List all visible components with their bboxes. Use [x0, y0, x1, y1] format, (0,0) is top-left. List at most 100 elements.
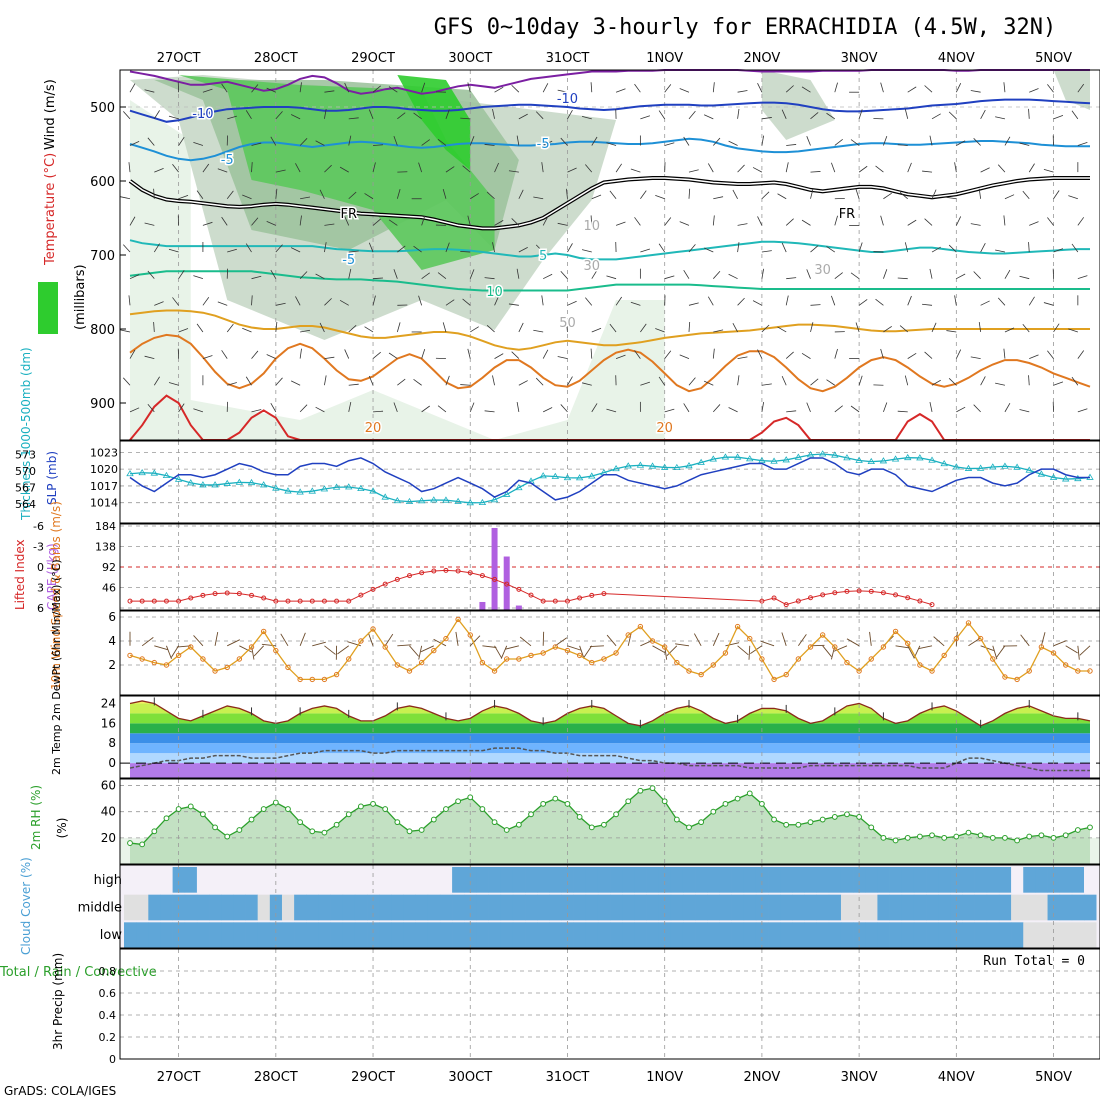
cloud-cell [1071, 922, 1085, 948]
lifted-index-marker [540, 598, 546, 604]
wind-barb [855, 189, 860, 199]
thickness-marker [284, 487, 292, 494]
thickness-marker [806, 451, 815, 458]
wind-speed-marker [759, 656, 765, 662]
wind-barb [850, 405, 860, 413]
contour-label: -10 [192, 107, 213, 122]
wind-speed-marker [661, 644, 668, 650]
wind-barb [566, 321, 568, 333]
cloud-cell [622, 922, 635, 948]
thickness-marker [478, 498, 487, 506]
lifted-index-marker [224, 590, 230, 596]
wind-speed-marker [455, 616, 461, 623]
wind-barb [786, 410, 797, 413]
cloud-cell [670, 867, 684, 893]
precip-ylabel: 3hr Precip (mm) [51, 953, 65, 1050]
wind-barb [1053, 381, 1064, 386]
wind-speed-marker [844, 659, 850, 666]
wind-barb-10m [748, 645, 751, 660]
wind-barb [858, 109, 863, 119]
rh-marker [989, 834, 996, 841]
cloud-cell [1071, 867, 1085, 893]
wind-barb [732, 189, 738, 199]
wind-barb-10m [797, 634, 807, 647]
wind-barb [826, 246, 836, 253]
lifted-index-marker [334, 598, 340, 604]
cloud-cell [913, 867, 927, 893]
wind-barb [883, 326, 892, 333]
thickness-marker [770, 457, 778, 464]
thickness-marker [442, 496, 450, 503]
wind-barb [634, 83, 641, 93]
wind-ylabel: Wind (m/s) [43, 79, 58, 150]
thickness-marker [891, 455, 900, 462]
wind-barb [469, 136, 475, 146]
cloud-cell [682, 894, 696, 921]
thickness-marker [466, 499, 474, 506]
slp-tick-label: 1017 [90, 480, 118, 493]
wind-barb [1028, 296, 1035, 306]
rh-marker [783, 821, 790, 828]
wind-barb [897, 277, 908, 280]
wind-barb [542, 349, 549, 359]
wind-barb [757, 83, 763, 93]
cloud-cell [853, 922, 866, 948]
wind-barb [275, 377, 283, 386]
wind-barb-10m [589, 645, 604, 647]
wind-barb [810, 112, 819, 120]
cloud-cell [1035, 894, 1048, 921]
cloud-cell [488, 867, 502, 893]
rh-marker [637, 787, 644, 794]
lifted-index-marker [321, 598, 327, 604]
cloud-cell [1084, 894, 1097, 921]
wind-tick-label: 4 [108, 634, 116, 648]
wind-barb [437, 272, 447, 279]
cloud-cell [573, 922, 587, 948]
cloud-cell [379, 867, 392, 893]
cloud-cell [233, 894, 246, 921]
x-tick-label-top: 3NOV [841, 51, 878, 66]
wind-speed-marker [747, 635, 753, 642]
cloud-cell [354, 922, 368, 948]
wind-barb-10m [384, 633, 394, 647]
cloud-cell [780, 867, 793, 893]
x-tick-label-bottom: 30OCT [448, 1070, 492, 1085]
wind-barb [980, 109, 986, 120]
wind-barb-10m [567, 645, 581, 651]
thickness-series [129, 453, 1091, 504]
wind-barb [511, 84, 520, 93]
thickness-marker [721, 453, 730, 460]
rh-marker [868, 824, 875, 831]
wind-barb [368, 242, 374, 253]
wind-speed-marker [832, 644, 838, 650]
wind-barb [929, 268, 933, 279]
wind-barb [275, 302, 286, 306]
wind-barb [348, 268, 352, 279]
wind-barb [777, 193, 787, 200]
wind-barb [494, 162, 499, 173]
cloud-cell [646, 867, 660, 893]
rh-marker [224, 833, 231, 840]
wind-barb [469, 269, 475, 279]
cloud-level-label: low [100, 928, 123, 943]
wind-barb [931, 322, 937, 333]
thickness-marker [369, 487, 377, 494]
wind-barb [178, 136, 185, 146]
cloud-cell [670, 922, 684, 948]
pressure-tick-label: 500 [90, 101, 115, 116]
wind-barb [445, 242, 450, 253]
wind-barb [202, 221, 213, 226]
x-tick-label-top: 2NOV [743, 51, 780, 66]
rh-marker [734, 795, 741, 802]
wind-barb-10m [693, 633, 702, 647]
thickness-marker [624, 462, 632, 469]
wind-barb [995, 249, 1006, 253]
rh-marker [1074, 827, 1081, 833]
slp-series [129, 457, 1090, 501]
li-tick-label: -3 [33, 541, 44, 554]
cloud-cell [342, 867, 356, 893]
cloud-cell [828, 894, 842, 921]
wind-barb [834, 82, 838, 93]
wind-barb-10m [227, 639, 240, 647]
thickness-marker [636, 461, 645, 468]
